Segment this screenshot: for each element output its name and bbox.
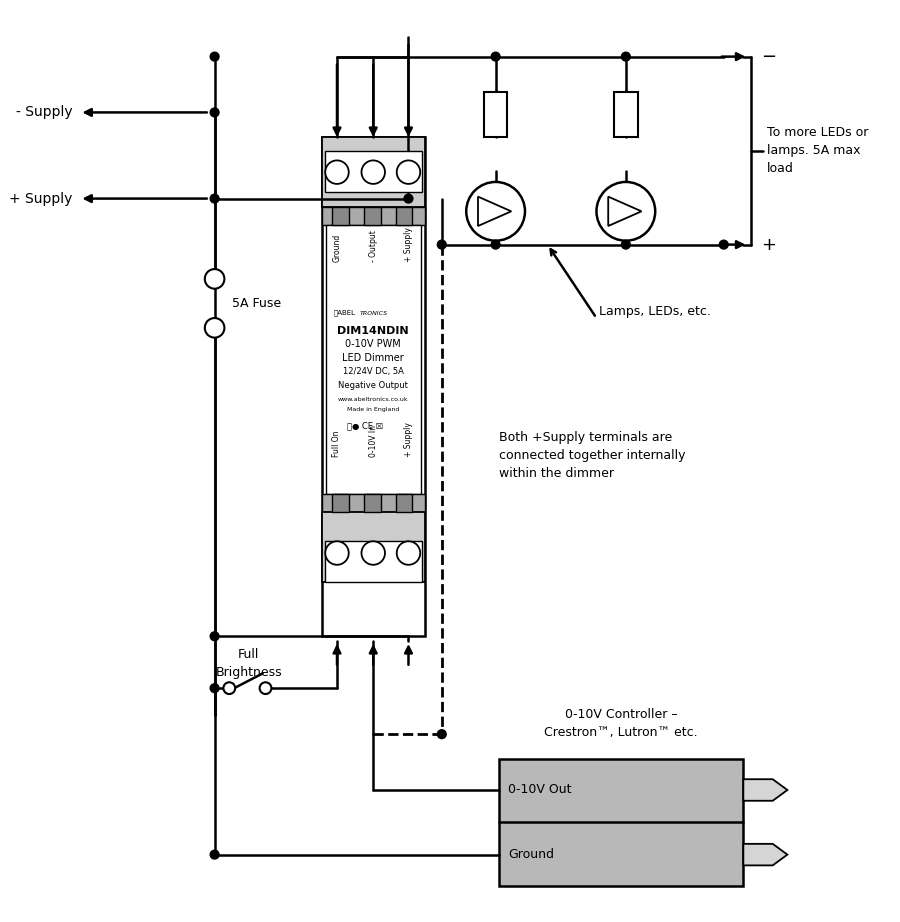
Text: + Supply: + Supply [404,228,413,262]
Circle shape [397,160,420,183]
Circle shape [205,269,224,289]
Circle shape [211,632,219,641]
Text: 0-10V Controller –
Crestron™, Lutron™ etc.: 0-10V Controller – Crestron™, Lutron™ et… [544,708,698,739]
Text: To more LEDs or
lamps. 5A max
load: To more LEDs or lamps. 5A max load [767,126,868,175]
Bar [322,512,425,583]
Circle shape [362,160,385,183]
Bar [322,136,425,207]
Bar [364,207,381,225]
Circle shape [437,241,446,249]
Bar [322,136,425,636]
Text: +: + [761,236,776,254]
Text: 0-10V PWM: 0-10V PWM [346,339,401,349]
Text: Ground: Ground [508,848,554,861]
Text: 5A Fuse: 5A Fuse [232,297,282,310]
Bar [325,541,422,583]
Polygon shape [608,196,642,226]
Text: + Supply: + Supply [9,192,73,206]
Circle shape [211,108,219,117]
Text: DIM14NDIN: DIM14NDIN [338,325,409,336]
Text: ⒶABEL: ⒶABEL [334,310,356,316]
Circle shape [205,318,224,337]
Circle shape [397,541,420,565]
Text: - Supply: - Supply [16,105,73,120]
Circle shape [719,241,728,249]
Text: Made in England: Made in England [347,407,400,411]
Text: ⧖● CE ☒: ⧖● CE ☒ [347,421,383,431]
Text: −: − [761,48,776,65]
Circle shape [621,241,630,249]
Text: Full
Brightness: Full Brightness [216,648,283,680]
Circle shape [491,241,500,249]
Circle shape [211,195,219,203]
Bar [364,494,381,512]
Text: Lamps, LEDs, etc.: Lamps, LEDs, etc. [599,304,711,318]
Circle shape [437,730,446,739]
Circle shape [223,682,235,694]
Bar [614,92,637,136]
Circle shape [211,53,219,61]
Circle shape [362,541,385,565]
Text: Ground: Ground [332,234,341,262]
Text: 12/24V DC, 5A: 12/24V DC, 5A [343,367,404,376]
Circle shape [621,53,630,61]
Text: - Output: - Output [369,230,378,262]
Text: Both +Supply terminals are
connected together internally
within the dimmer: Both +Supply terminals are connected tog… [499,431,685,479]
Circle shape [597,182,655,241]
Circle shape [259,682,272,694]
Bar [332,494,348,512]
Circle shape [211,684,219,692]
Circle shape [466,182,525,241]
Polygon shape [743,844,788,866]
Circle shape [491,53,500,61]
Bar [326,225,421,494]
Text: 0-10V In: 0-10V In [369,425,378,457]
Bar [322,207,425,225]
Text: 0-10V Out: 0-10V Out [508,784,572,797]
Text: www.abeltronics.co.uk: www.abeltronics.co.uk [338,396,409,402]
Circle shape [211,850,219,859]
Bar [322,494,425,512]
Bar [396,494,412,512]
Bar [484,92,508,136]
Circle shape [325,160,348,183]
Text: LED Dimmer: LED Dimmer [342,353,404,363]
Text: TRONICS: TRONICS [359,311,388,315]
Bar [325,150,422,192]
Bar [396,207,412,225]
Text: + Supply: + Supply [404,422,413,457]
Text: Full On: Full On [332,431,341,457]
Polygon shape [743,779,788,801]
Circle shape [404,195,413,203]
Bar [332,207,348,225]
Bar [499,759,743,886]
Polygon shape [478,196,511,226]
Circle shape [325,541,348,565]
Text: Negative Output: Negative Output [338,381,409,390]
